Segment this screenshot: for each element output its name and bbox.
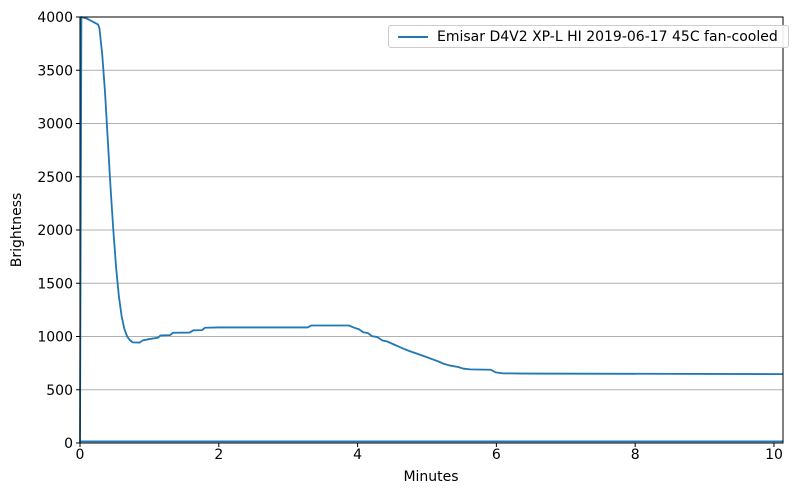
y-tick-label: 500	[46, 383, 73, 399]
x-tick-label: 10	[765, 447, 783, 463]
legend: Emisar D4V2 XP-L HI 2019-06-17 45C fan-c…	[388, 25, 789, 48]
x-axis-title: Minutes	[403, 469, 459, 485]
y-tick-label: 2500	[37, 170, 73, 186]
x-tick-label: 2	[214, 447, 223, 463]
x-tick-label: 0	[76, 447, 85, 463]
x-tick-label: 6	[492, 447, 501, 463]
series-line-0	[79, 16, 784, 444]
legend-label: Emisar D4V2 XP-L HI 2019-06-17 45C fan-c…	[437, 28, 778, 45]
y-tick-label: 1000	[37, 330, 73, 346]
y-tick-label: 0	[64, 436, 73, 452]
y-tick-label: 1500	[37, 276, 73, 292]
y-axis-title: Brightness	[9, 192, 25, 268]
y-tick-label: 2000	[37, 223, 73, 239]
x-tick-label: 4	[353, 447, 362, 463]
y-tick-label: 3500	[37, 63, 73, 79]
y-tick-label: 3000	[37, 117, 73, 133]
y-tick-label: 4000	[37, 10, 73, 26]
legend-line-sample	[398, 35, 428, 38]
x-tick-label: 8	[631, 447, 640, 463]
